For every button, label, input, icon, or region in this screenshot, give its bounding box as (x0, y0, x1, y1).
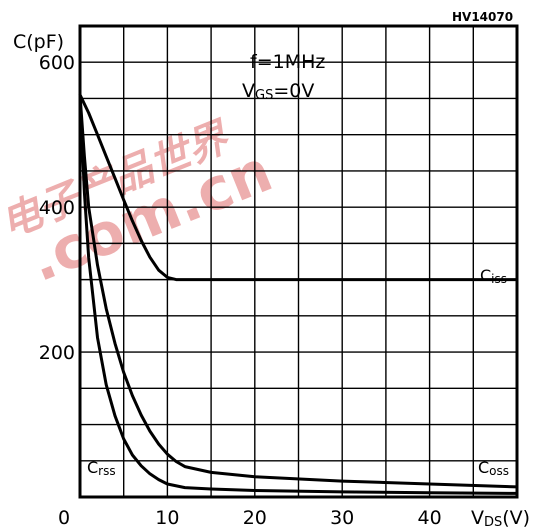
x-axis-label-sub: DS (484, 515, 502, 530)
x-tick-label: 20 (243, 507, 267, 529)
condition-vgs: VGS=0V (242, 80, 314, 103)
x-tick-label: 10 (155, 507, 179, 529)
x-tick-label: 40 (418, 507, 442, 529)
x-tick-label: 30 (330, 507, 354, 529)
x-axis-label-main: V (471, 507, 484, 529)
series-label-crss-sub: rss (98, 464, 115, 478)
plot-frame (78, 24, 519, 499)
series-label-coss: Coss (478, 458, 509, 478)
series-label-crss-main: C (87, 458, 98, 477)
series-line-ciss (78, 93, 519, 282)
series-label-ciss-sub: iss (491, 272, 507, 286)
y-tick-label: 400 (39, 197, 75, 219)
y-axis-label: C(pF) (13, 31, 64, 53)
x-axis-label: VDS(V) (471, 507, 530, 530)
condition-vgs-sub: GS (255, 88, 273, 103)
condition-vgs-main: V (242, 80, 255, 102)
condition-frequency: f=1MHz (250, 51, 325, 73)
grid (80, 26, 517, 497)
series-label-ciss: Ciss (480, 266, 507, 286)
series-label-crss: Crss (87, 458, 116, 478)
x-axis-label-unit: (V) (502, 507, 530, 529)
x-tick-label: 0 (58, 507, 70, 529)
curves (78, 93, 519, 495)
series-label-coss-sub: oss (489, 464, 509, 478)
series-line-coss (78, 93, 519, 489)
reference-code: HV14070 (452, 10, 513, 24)
condition-vgs-rest: =0V (273, 80, 314, 102)
y-tick-label: 200 (39, 342, 75, 364)
tick-labels: 0 10 20 30 40 200 400 600 (39, 52, 442, 529)
series-line-crss (78, 93, 519, 495)
series-label-ciss-main: C (480, 266, 491, 285)
series-label-coss-main: C (478, 458, 489, 477)
y-tick-label: 600 (39, 52, 75, 74)
